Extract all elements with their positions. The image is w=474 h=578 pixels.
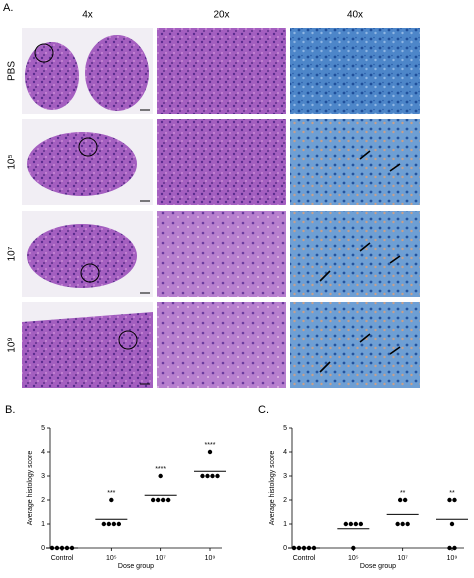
tissue bbox=[25, 42, 79, 110]
data-point bbox=[405, 521, 410, 527]
significance: **** bbox=[205, 442, 216, 449]
column-header: 20x bbox=[213, 10, 229, 21]
y-tick-label: 2 bbox=[41, 497, 45, 504]
y-tick-label: 3 bbox=[283, 473, 287, 480]
arrow bbox=[359, 333, 371, 343]
significance: *** bbox=[107, 490, 115, 497]
panel-label: B. bbox=[5, 404, 15, 416]
x-tick-label: 10⁹ bbox=[447, 555, 458, 562]
x-tick-label: 10⁵ bbox=[348, 555, 359, 562]
panel-label: A. bbox=[3, 2, 13, 14]
x-tick-label: 10⁷ bbox=[398, 555, 409, 562]
roi-circle bbox=[78, 137, 98, 157]
data-point bbox=[400, 521, 405, 527]
significance: **** bbox=[155, 466, 166, 473]
micrograph-grid: 4x 20x 40x PBS 10⁵ 10⁷ 10⁹ bbox=[7, 10, 420, 388]
y-tick-label: 5 bbox=[283, 425, 287, 432]
y-tick-label: 1 bbox=[283, 521, 287, 528]
column-header: 40x bbox=[347, 10, 363, 21]
data-point bbox=[111, 521, 117, 527]
y-tick-label: 1 bbox=[41, 521, 45, 528]
x-tick-label: 10⁷ bbox=[156, 555, 167, 562]
data-point bbox=[207, 449, 213, 455]
panel-label: C. bbox=[258, 404, 269, 416]
arrow bbox=[319, 361, 331, 373]
x-tick-label: 10⁵ bbox=[106, 555, 117, 562]
plots: 0 1 2 3 4 5 Average histology score Dose group C… bbox=[27, 425, 468, 570]
data-point bbox=[449, 521, 455, 527]
micrograph-20x bbox=[157, 302, 286, 388]
y-tick-label: 4 bbox=[283, 449, 287, 456]
column-header: 4x bbox=[82, 10, 93, 21]
data-point bbox=[452, 545, 457, 551]
roi-circle bbox=[80, 263, 100, 283]
micrograph-20x bbox=[157, 211, 286, 297]
micrograph-40x bbox=[290, 211, 420, 297]
x-tick-label: Control bbox=[51, 555, 74, 562]
y-tick-label: 3 bbox=[41, 473, 45, 480]
x-tick-label: 10⁹ bbox=[205, 555, 216, 562]
significance: ** bbox=[449, 490, 455, 497]
micrograph-40x bbox=[290, 119, 420, 205]
data-point bbox=[402, 497, 408, 503]
tissue bbox=[85, 35, 149, 111]
data-point bbox=[150, 497, 156, 503]
data-point bbox=[358, 521, 364, 527]
row-label: 10⁹ bbox=[7, 337, 18, 352]
data-point bbox=[158, 473, 163, 479]
micrograph-20x bbox=[157, 28, 286, 114]
roi-circle bbox=[118, 330, 138, 350]
data-point bbox=[205, 473, 210, 479]
arrow bbox=[389, 163, 401, 172]
micrograph-20x bbox=[157, 119, 286, 205]
micrograph-40x bbox=[290, 28, 420, 114]
y-axis-title: Average histology score bbox=[27, 451, 34, 526]
data-point bbox=[215, 473, 220, 479]
data-point bbox=[155, 497, 161, 503]
arrow bbox=[319, 270, 331, 282]
data-point bbox=[116, 521, 122, 527]
y-tick-label: 0 bbox=[283, 545, 287, 552]
y-tick-label: 0 bbox=[41, 545, 45, 552]
roi-circle bbox=[34, 43, 54, 63]
x-tick-label: Control bbox=[293, 555, 316, 562]
y-tick-label: 5 bbox=[41, 425, 45, 432]
y-axis-title: Average histology score bbox=[269, 451, 276, 526]
tissue bbox=[22, 312, 153, 388]
data-point bbox=[200, 473, 205, 479]
x-axis-title: Dose group bbox=[118, 563, 154, 570]
data-point bbox=[210, 473, 215, 479]
arrow bbox=[389, 346, 401, 355]
data-point bbox=[447, 497, 452, 503]
significance: ** bbox=[400, 490, 406, 497]
data-point bbox=[397, 497, 403, 503]
arrow bbox=[359, 242, 371, 252]
data-point bbox=[160, 497, 166, 503]
row-label: 10⁵ bbox=[7, 154, 18, 169]
tissue bbox=[27, 224, 137, 288]
data-point bbox=[351, 545, 356, 551]
data-point bbox=[165, 497, 171, 503]
data-point bbox=[106, 521, 112, 527]
data-point bbox=[447, 545, 452, 551]
data-point bbox=[452, 497, 457, 503]
data-point bbox=[395, 521, 400, 527]
data-point bbox=[348, 521, 354, 527]
data-point bbox=[353, 521, 359, 527]
row-label: 10⁷ bbox=[7, 246, 18, 261]
micrograph-40x bbox=[290, 302, 420, 388]
y-tick-label: 2 bbox=[283, 497, 287, 504]
data-point bbox=[343, 521, 349, 527]
data-point bbox=[109, 497, 114, 503]
arrow bbox=[359, 150, 371, 160]
data-point bbox=[101, 521, 107, 527]
row-label: PBS bbox=[7, 61, 18, 81]
y-tick-label: 4 bbox=[41, 449, 45, 456]
x-axis-title: Dose group bbox=[360, 563, 396, 570]
arrow bbox=[389, 255, 401, 264]
tissue bbox=[27, 132, 137, 196]
